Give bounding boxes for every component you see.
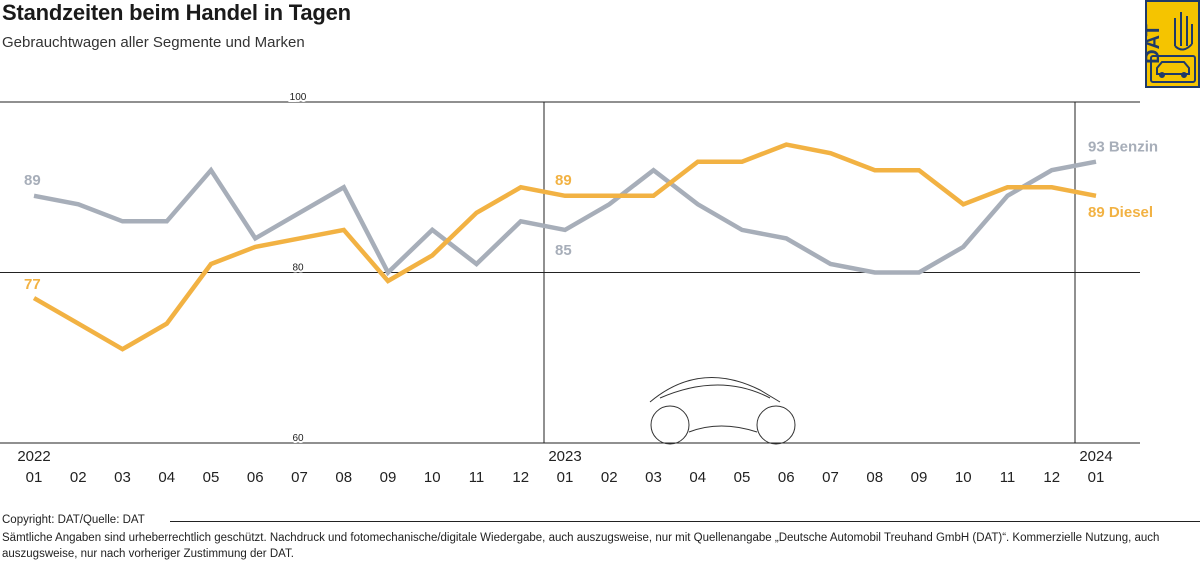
x-tick-label: 02 xyxy=(70,469,87,486)
x-axis: 01 02 03 04 05 06 07 08 09 10 11 12 01 02 03 04 05 06 07 08… xyxy=(17,448,1112,486)
x-tick-label: 09 xyxy=(380,469,397,486)
x-tick-label: 06 xyxy=(778,469,795,486)
x-tick-label: 06 xyxy=(247,469,264,486)
x-tick-label: 01 xyxy=(26,469,43,486)
car-sketch-icon xyxy=(649,377,796,445)
x-tick-label: 08 xyxy=(866,469,883,486)
data-label: 77 xyxy=(24,276,41,293)
dat-logo: DAT xyxy=(1145,0,1200,88)
year-label: 2022 xyxy=(17,448,50,465)
chart-title: Standzeiten beim Handel in Tagen xyxy=(2,0,351,25)
data-label: 89 Diesel xyxy=(1088,204,1153,221)
hand-icon xyxy=(1174,12,1193,51)
x-tick-label: 09 xyxy=(911,469,928,486)
x-tick-label: 11 xyxy=(469,469,485,486)
data-label: 85 xyxy=(555,242,572,259)
grid: 60 80 100 xyxy=(0,90,1140,446)
data-label: 89 xyxy=(555,172,572,189)
x-tick-label: 08 xyxy=(335,469,352,486)
x-tick-label: 03 xyxy=(645,469,662,486)
data-labels: 89 77 89 85 93 Benzin 89 Diesel xyxy=(24,139,1158,293)
x-tick-label: 12 xyxy=(1043,469,1060,486)
x-tick-label: 04 xyxy=(158,469,175,486)
year-label: 2023 xyxy=(548,448,581,465)
x-tick-label: 01 xyxy=(1088,469,1105,486)
x-tick-label: 04 xyxy=(689,469,706,486)
x-tick-label: 10 xyxy=(955,469,972,486)
x-tick-label: 03 xyxy=(114,469,131,486)
series-line-benzin xyxy=(33,159,1097,277)
x-tick-label: 12 xyxy=(512,469,529,486)
disclaimer: Sämtliche Angaben sind urheberrechtlich … xyxy=(2,532,1160,560)
x-tick-label: 07 xyxy=(822,469,839,486)
x-tick-label: 05 xyxy=(734,469,751,486)
copyright: Copyright: DAT/Quelle: DAT xyxy=(2,514,145,526)
car-icon xyxy=(1150,55,1196,83)
copyright-rule xyxy=(170,521,1200,522)
data-label: 93 Benzin xyxy=(1088,139,1158,156)
year-label: 2024 xyxy=(1079,448,1112,465)
y-tick-label: 80 xyxy=(292,263,304,274)
x-tick-label: 11 xyxy=(1000,469,1016,486)
dat-logo-text: DAT xyxy=(1145,24,1164,64)
x-tick-label: 05 xyxy=(203,469,220,486)
series xyxy=(32,142,1097,352)
x-tick-label: 01 xyxy=(557,469,574,486)
y-tick-label: 60 xyxy=(292,433,304,444)
series-line-diesel xyxy=(32,142,1097,352)
y-tick-label: 100 xyxy=(290,92,307,103)
x-tick-label: 07 xyxy=(291,469,308,486)
chart-subtitle: Gebrauchtwagen aller Segmente und Marken xyxy=(2,34,305,51)
x-tick-label: 10 xyxy=(424,469,441,486)
x-tick-label: 02 xyxy=(601,469,618,486)
data-label: 89 xyxy=(24,172,41,189)
